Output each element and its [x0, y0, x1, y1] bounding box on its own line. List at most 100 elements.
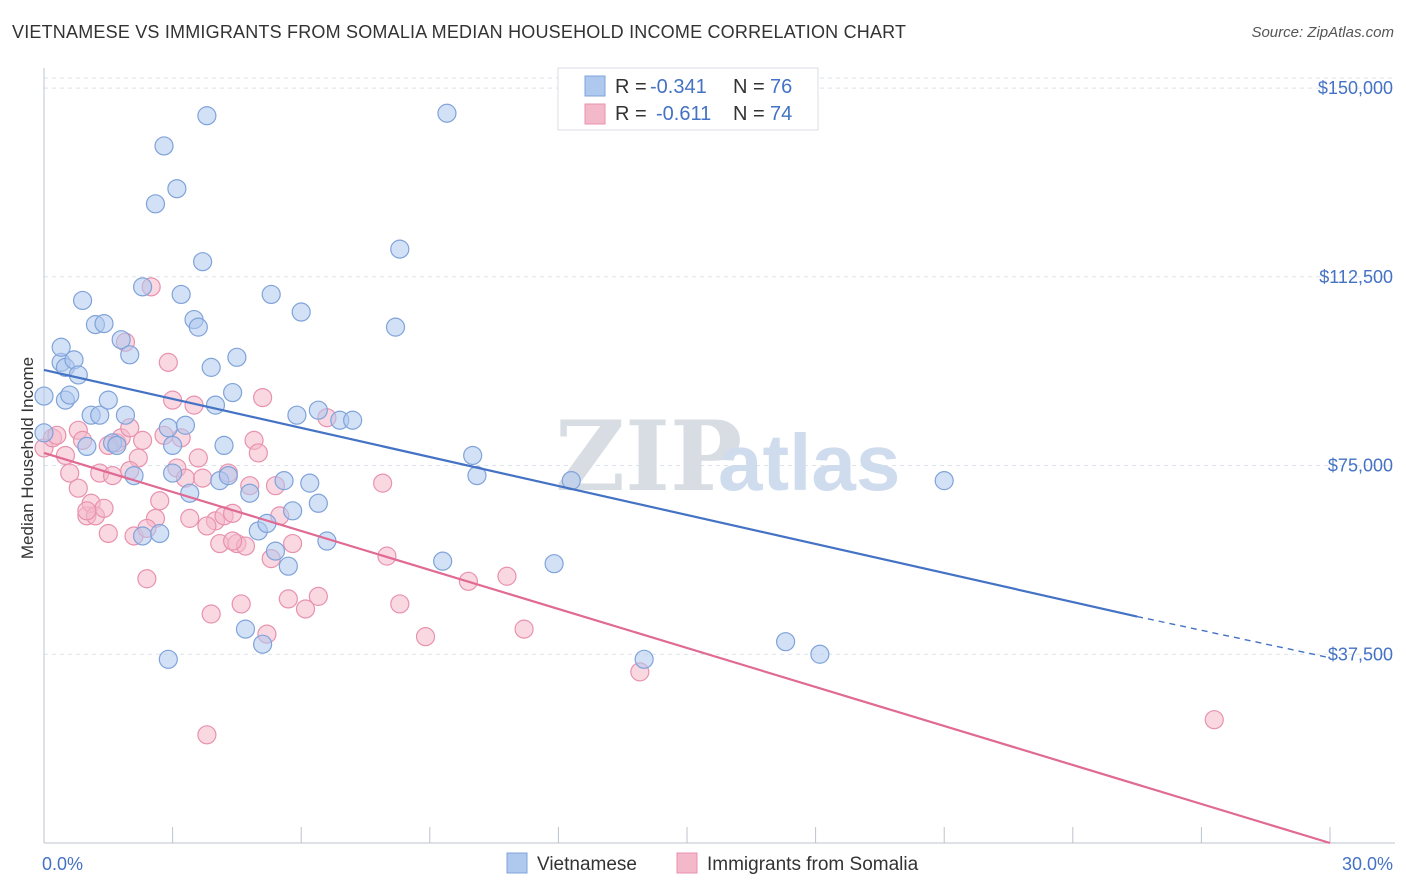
vietnamese-point-3 [51, 337, 71, 357]
vietnamese-point-67 [463, 445, 483, 466]
somalia-point-57 [308, 586, 328, 606]
vietnamese-point-35 [188, 317, 208, 337]
vietnamese-point-46 [240, 483, 260, 503]
vietnamese-point-74 [934, 471, 954, 491]
vietnamese-point-29 [163, 463, 183, 483]
vietnamese-trend-line-extension [1136, 615, 1331, 659]
somalia-point-27 [158, 352, 178, 372]
vietnamese-point-72 [775, 632, 796, 652]
vietnamese-point-59 [308, 493, 328, 513]
vietnamese-point-18 [111, 330, 131, 350]
somalia-point-61 [390, 594, 410, 614]
vietnamese-point-27 [158, 418, 178, 438]
x-tick-label-0: 0.0% [42, 854, 83, 874]
watermark-zip: ZIP [555, 400, 742, 513]
vietnamese-point-71 [634, 649, 654, 669]
vietnamese-point-54 [283, 501, 303, 521]
vietnamese-point-14 [94, 314, 114, 334]
bottom-legend-swatch-vietnamese [506, 852, 528, 874]
vietnamese-trend-line [43, 368, 1138, 618]
legend-r-value-2: -0.611 [656, 103, 711, 125]
y-tick-label-1: $75,000 [1328, 456, 1393, 476]
somalia-point-68 [77, 501, 97, 521]
vietnamese-point-66 [437, 103, 457, 123]
vietnamese-point-42 [218, 465, 238, 486]
vietnamese-point-28 [163, 435, 183, 456]
vietnamese-point-73 [810, 644, 830, 664]
somalia-point-37 [201, 604, 221, 624]
somalia-point-67 [1204, 710, 1224, 730]
vietnamese-point-15 [98, 390, 118, 410]
vietnamese-point-26 [154, 136, 174, 156]
bottom-legend-somalia: Immigrants from Somalia [707, 854, 919, 875]
chart-title: VIETNAMESE VS IMMIGRANTS FROM SOMALIA ME… [12, 22, 907, 42]
vietnamese-point-45 [235, 619, 256, 639]
vietnamese-point-17 [107, 435, 127, 456]
somalia-point-44 [231, 594, 251, 614]
x-tick-labels: 0.0% 30.0% [42, 854, 1393, 874]
somalia-point-59 [373, 473, 393, 493]
somalia-point-25 [150, 491, 170, 511]
vietnamese-point-38 [201, 357, 221, 377]
vietnamese-point-51 [265, 541, 286, 561]
x-tick-label-1: 30.0% [1342, 854, 1393, 874]
y-tick-label-0: $37,500 [1328, 644, 1393, 664]
legend-n-label-1: N = [733, 76, 765, 98]
vietnamese-point-6 [60, 385, 80, 405]
vietnamese-point-52 [274, 471, 294, 491]
vietnamese-point-24 [145, 194, 166, 214]
vietnamese-point-65 [433, 551, 453, 571]
legend-n-value-2: 74 [770, 103, 792, 125]
vietnamese-point-30 [167, 179, 187, 199]
legend-r-value-1: -0.341 [650, 76, 707, 98]
vietnamese-point-32 [175, 415, 196, 435]
vietnamese-point-0 [34, 386, 54, 406]
series-legend: Vietnamese Immigrants from Somalia [506, 852, 919, 875]
legend-swatch-vietnamese [584, 75, 606, 97]
vietnamese-point-58 [308, 400, 328, 420]
somalia-trend-line [43, 451, 1331, 845]
bottom-legend-swatch-somalia [676, 852, 698, 874]
somalia-point-32 [180, 508, 200, 528]
source-label: Source: ZipAtlas.com [1251, 24, 1394, 41]
vietnamese-point-19 [115, 405, 136, 425]
vietnamese-point-55 [287, 405, 307, 425]
somalia-point-42 [223, 503, 243, 523]
somalia-point-49 [253, 387, 273, 408]
vietnamese-point-50 [261, 284, 281, 305]
somalia-point-71 [197, 516, 217, 536]
stats-legend: R = -0.341 N = 76 R = -0.611 N = 74 [557, 67, 819, 131]
somalia-point-35 [193, 468, 213, 488]
vietnamese-point-36 [193, 252, 213, 272]
legend-r-label-1: R = [615, 76, 647, 98]
trend-lines [43, 368, 1331, 845]
bottom-legend-vietnamese: Vietnamese [537, 854, 637, 875]
somalia-point-21 [132, 430, 153, 450]
y-tick-label-2: $112,500 [1319, 267, 1393, 287]
vietnamese-point-22 [132, 277, 153, 297]
vietnamese-point-37 [197, 106, 217, 126]
vietnamese-point-53 [278, 556, 298, 576]
somalia-point-62 [415, 627, 436, 647]
y-tick-labels: $37,500 $75,000 $112,500 $150,000 [1318, 78, 1393, 664]
vietnamese-point-31 [171, 284, 191, 305]
somalia-point-56 [295, 599, 316, 619]
series-vietnamese-points [34, 103, 954, 669]
somalia-point-48 [248, 443, 268, 463]
vietnamese-point-75 [158, 649, 178, 669]
vietnamese-point-57 [300, 473, 320, 493]
vietnamese-point-9 [72, 290, 93, 311]
vietnamese-point-8 [68, 365, 88, 385]
vietnamese-point-63 [385, 317, 406, 337]
somalia-point-4 [60, 463, 80, 483]
vietnamese-point-13 [90, 405, 110, 425]
vietnamese-point-20 [120, 345, 140, 365]
vietnamese-point-56 [291, 302, 311, 322]
y-tick-label-3: $150,000 [1318, 78, 1393, 98]
vietnamese-point-41 [214, 435, 234, 456]
vietnamese-point-44 [227, 347, 247, 367]
somalia-point-5 [68, 478, 88, 498]
somalia-point-36 [197, 725, 217, 745]
vietnamese-point-10 [77, 436, 97, 457]
